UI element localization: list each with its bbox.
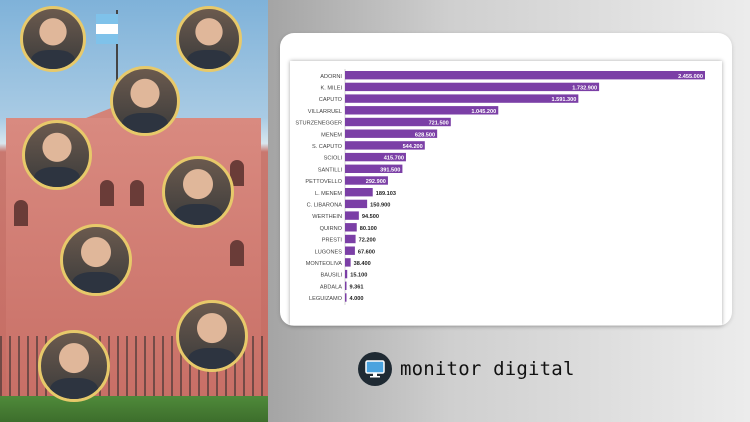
bar	[345, 269, 348, 279]
category-label: BAUSILI	[321, 273, 343, 279]
value-label: 9.361	[350, 284, 364, 290]
value-label: 150.900	[370, 203, 390, 209]
bar	[345, 164, 403, 173]
bar	[345, 117, 451, 127]
value-label: 2.455.000	[678, 74, 703, 80]
portrait-avatar	[110, 66, 180, 136]
bar	[345, 141, 425, 150]
category-label: K. MILEI	[321, 86, 343, 92]
chart-frame: ADORNI 2.455.000 K. MILEI 1.732.900 CAPUTO 1.…	[290, 61, 722, 325]
value-label: 67.600	[358, 249, 375, 255]
argentina-flag	[96, 14, 118, 44]
value-label: 38.400	[354, 261, 371, 267]
building-window	[230, 240, 244, 266]
portrait-avatar	[176, 6, 242, 72]
value-label: 15.100	[350, 273, 367, 279]
category-label: MENEM	[321, 132, 342, 138]
value-label: 628.500	[415, 132, 435, 138]
photo-collage	[0, 0, 268, 422]
portrait-avatar	[38, 330, 110, 402]
value-label: 94.500	[362, 214, 379, 220]
value-label: 292.900	[366, 179, 386, 185]
bar	[345, 152, 406, 162]
bar	[345, 94, 579, 103]
category-label: LEGUIZAMO	[309, 296, 343, 302]
bar	[345, 234, 356, 244]
bar	[345, 223, 357, 232]
portrait-avatar	[176, 300, 248, 372]
category-label: ADORNI	[320, 74, 342, 80]
category-label: LUGONES	[315, 249, 343, 255]
building-window	[230, 160, 244, 186]
category-label: S. CAPUTO	[312, 144, 343, 150]
value-label: 4.000	[350, 296, 364, 302]
category-label: SANTILLI	[318, 167, 343, 173]
bar	[345, 176, 388, 185]
flag-pole	[116, 10, 118, 110]
brand-logo: monitor digital	[358, 352, 575, 386]
category-label: PETTOVELLO	[305, 179, 342, 185]
building-window	[130, 180, 144, 206]
value-label: 80.100	[360, 226, 377, 232]
bar	[345, 293, 347, 302]
category-label: QUIRNO	[320, 226, 343, 232]
building-window	[14, 200, 28, 226]
category-label: WERTHEIN	[312, 214, 342, 220]
value-label: 391.500	[380, 167, 400, 173]
portrait-avatar	[162, 156, 234, 228]
category-label: MONTEOLIVA	[306, 261, 343, 267]
category-label: C. LIBARONA	[307, 203, 343, 209]
value-label: 721.500	[429, 121, 449, 127]
bar	[345, 129, 438, 138]
bar	[345, 281, 347, 290]
bar	[345, 211, 359, 220]
value-label: 1.045.200	[471, 109, 496, 115]
monitor-icon	[358, 352, 392, 386]
category-label: SCIOLI	[324, 156, 343, 162]
bar	[345, 82, 600, 92]
category-label: ABDALA	[320, 284, 342, 290]
grass	[0, 396, 268, 422]
category-label: PRESTI	[322, 238, 343, 244]
category-label: STURZENEGGER	[295, 121, 342, 127]
bar	[345, 71, 705, 80]
portrait-avatar	[60, 224, 132, 296]
category-label: L. MENEM	[315, 191, 342, 197]
bar	[345, 246, 355, 255]
value-label: 1.732.900	[572, 86, 597, 92]
bar	[345, 106, 499, 115]
value-label: 1.591.300	[551, 97, 576, 103]
portrait-avatar	[22, 120, 92, 190]
category-label: VILLARRUEL	[308, 109, 342, 115]
bar	[345, 199, 368, 209]
bar	[345, 258, 351, 267]
building-window	[100, 180, 114, 206]
value-label: 189.103	[376, 191, 396, 197]
value-label: 544.200	[403, 144, 423, 150]
brand-name: monitor digital	[400, 358, 575, 380]
chart-card: ADORNI 2.455.000 K. MILEI 1.732.900 CAPUTO 1.…	[280, 33, 732, 326]
portrait-avatar	[20, 6, 86, 72]
value-label: 72.200	[359, 238, 376, 244]
bar	[345, 188, 373, 197]
category-label: CAPUTO	[319, 97, 343, 103]
value-label: 415.700	[384, 156, 404, 162]
bar-chart: ADORNI 2.455.000 K. MILEI 1.732.900 CAPUTO 1.…	[295, 69, 705, 305]
